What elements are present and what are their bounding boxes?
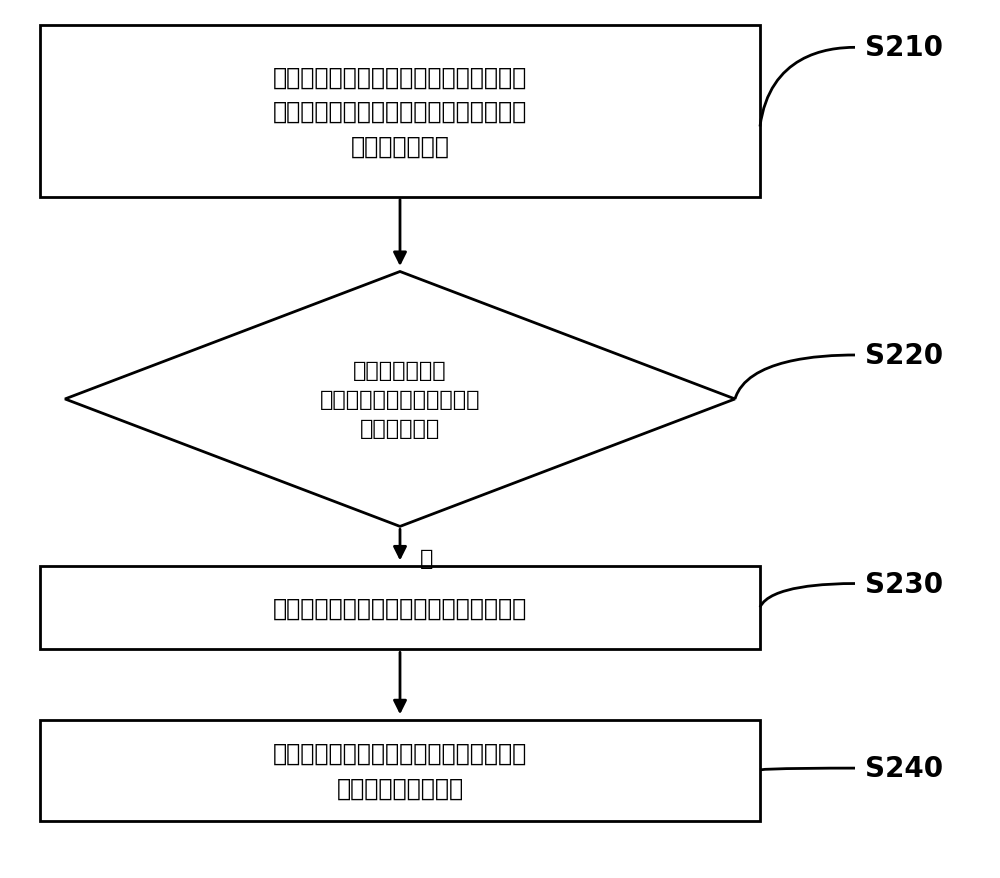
Text: 是: 是 — [420, 549, 433, 569]
Text: 分别判断第一电
容量和第二电容量是否大于
第一预设阈值: 分别判断第一电 容量和第二电容量是否大于 第一预设阈值 — [320, 361, 480, 438]
Bar — [40, 26, 760, 198]
Bar — [40, 720, 760, 821]
Polygon shape — [65, 272, 735, 527]
Text: 在差值小于第二预设阈值的情况下，停止
对液体加热容器加热: 在差值小于第二预设阈值的情况下，停止 对液体加热容器加热 — [273, 741, 527, 800]
Text: 计算第一电容量和第二电容量之间的差值: 计算第一电容量和第二电容量之间的差值 — [273, 596, 527, 620]
Text: S220: S220 — [865, 342, 943, 370]
Text: S240: S240 — [865, 754, 943, 782]
Text: 获取液体加热容器在加热时第一电容感应
片感应的第一电容量和第二电容感应片感
应的第二电容量: 获取液体加热容器在加热时第一电容感应 片感应的第一电容量和第二电容感应片感 应的… — [273, 66, 527, 158]
Bar — [40, 566, 760, 650]
Text: S230: S230 — [865, 570, 943, 598]
Text: S210: S210 — [865, 34, 943, 62]
